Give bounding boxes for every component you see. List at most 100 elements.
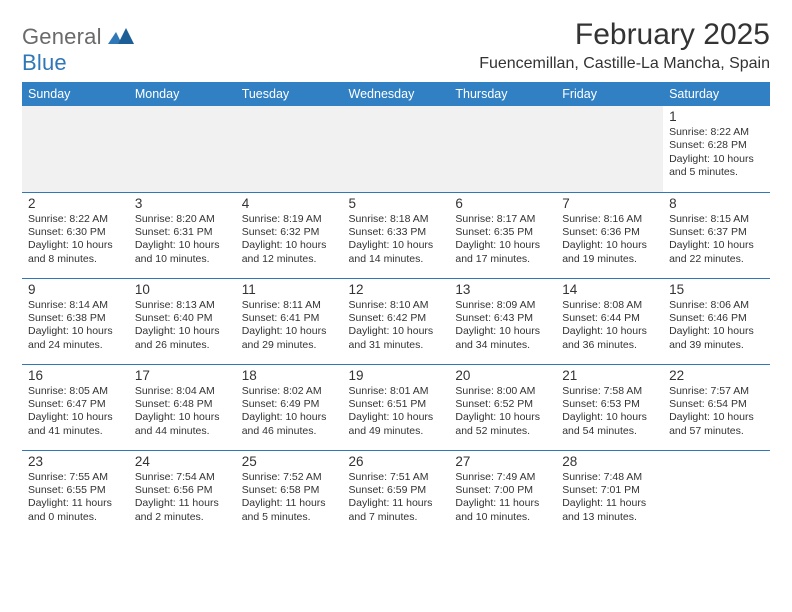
calendar-page: General Blue February 2025 Fuencemillan,… bbox=[0, 0, 792, 546]
logo-word-1: General bbox=[22, 24, 102, 49]
day-header: Saturday bbox=[663, 82, 770, 106]
sunset-line: Sunset: 6:53 PM bbox=[562, 398, 657, 411]
daylight-line: Daylight: 11 hours and 10 minutes. bbox=[455, 497, 550, 524]
sunset-line: Sunset: 6:41 PM bbox=[242, 312, 337, 325]
sunset-line: Sunset: 6:44 PM bbox=[562, 312, 657, 325]
logo-word-2: Blue bbox=[22, 50, 67, 75]
daylight-line: Daylight: 11 hours and 2 minutes. bbox=[135, 497, 230, 524]
day-info: Sunrise: 7:51 AMSunset: 6:59 PMDaylight:… bbox=[349, 471, 444, 525]
calendar-week-row: 9Sunrise: 8:14 AMSunset: 6:38 PMDaylight… bbox=[22, 278, 770, 364]
day-number: 23 bbox=[28, 454, 123, 469]
sunset-line: Sunset: 7:01 PM bbox=[562, 484, 657, 497]
calendar-day-cell: 24 Sunrise: 7:54 AMSunset: 6:56 PMDayligh… bbox=[129, 450, 236, 536]
day-info: Sunrise: 8:16 AMSunset: 6:36 PMDaylight:… bbox=[562, 213, 657, 267]
daylight-line: Daylight: 10 hours and 52 minutes. bbox=[455, 411, 550, 438]
day-number: 24 bbox=[135, 454, 230, 469]
daylight-line: Daylight: 10 hours and 29 minutes. bbox=[242, 325, 337, 352]
sunset-line: Sunset: 6:37 PM bbox=[669, 226, 764, 239]
daylight-line: Daylight: 10 hours and 49 minutes. bbox=[349, 411, 444, 438]
day-header: Sunday bbox=[22, 82, 129, 106]
sunrise-line: Sunrise: 8:04 AM bbox=[135, 385, 230, 398]
calendar-day-cell: 13 Sunrise: 8:09 AMSunset: 6:43 PMDayligh… bbox=[449, 278, 556, 364]
sunrise-line: Sunrise: 7:48 AM bbox=[562, 471, 657, 484]
day-info: Sunrise: 8:11 AMSunset: 6:41 PMDaylight:… bbox=[242, 299, 337, 353]
day-number: 13 bbox=[455, 282, 550, 297]
daylight-line: Daylight: 10 hours and 39 minutes. bbox=[669, 325, 764, 352]
daylight-line: Daylight: 10 hours and 24 minutes. bbox=[28, 325, 123, 352]
daylight-line: Daylight: 10 hours and 22 minutes. bbox=[669, 239, 764, 266]
calendar-day-cell: 5Sunrise: 8:18 AMSunset: 6:33 PMDaylight… bbox=[343, 192, 450, 278]
sunset-line: Sunset: 6:38 PM bbox=[28, 312, 123, 325]
daylight-line: Daylight: 10 hours and 8 minutes. bbox=[28, 239, 123, 266]
day-number: 11 bbox=[242, 282, 337, 297]
day-info: Sunrise: 8:09 AMSunset: 6:43 PMDaylight:… bbox=[455, 299, 550, 353]
calendar-day-cell: 27Sunrise: 7:49 AMSunset: 7:00 PMDayligh… bbox=[449, 450, 556, 536]
daylight-line: Daylight: 11 hours and 7 minutes. bbox=[349, 497, 444, 524]
day-number: 15 bbox=[669, 282, 764, 297]
calendar-day-cell: 3Sunrise: 8:20 AMSunset: 6:31 PMDaylight… bbox=[129, 192, 236, 278]
sunset-line: Sunset: 7:00 PM bbox=[455, 484, 550, 497]
sunset-line: Sunset: 6:58 PM bbox=[242, 484, 337, 497]
sunset-line: Sunset: 6:33 PM bbox=[349, 226, 444, 239]
day-number: 16 bbox=[28, 368, 123, 383]
calendar-table: Sunday Monday Tuesday Wednesday Thursday… bbox=[22, 82, 770, 536]
sunset-line: Sunset: 6:30 PM bbox=[28, 226, 123, 239]
calendar-day-cell: 28Sunrise: 7:48 AMSunset: 7:01 PMDayligh… bbox=[556, 450, 663, 536]
sunrise-line: Sunrise: 7:58 AM bbox=[562, 385, 657, 398]
sunset-line: Sunset: 6:55 PM bbox=[28, 484, 123, 497]
day-info: Sunrise: 8:15 AMSunset: 6:37 PMDaylight:… bbox=[669, 213, 764, 267]
day-info: Sunrise: 8:19 AMSunset: 6:32 PMDaylight:… bbox=[242, 213, 337, 267]
calendar-day-cell: 20Sunrise: 8:00 AMSunset: 6:52 PMDayligh… bbox=[449, 364, 556, 450]
sunset-line: Sunset: 6:35 PM bbox=[455, 226, 550, 239]
calendar-day-cell: 12Sunrise: 8:10 AMSunset: 6:42 PMDayligh… bbox=[343, 278, 450, 364]
day-info: Sunrise: 7:55 AMSunset: 6:55 PMDaylight:… bbox=[28, 471, 123, 525]
day-info: Sunrise: 8:14 AMSunset: 6:38 PMDaylight:… bbox=[28, 299, 123, 353]
day-number: 9 bbox=[28, 282, 123, 297]
sunrise-line: Sunrise: 8:16 AM bbox=[562, 213, 657, 226]
calendar-day-cell: 23 Sunrise: 7:55 AMSunset: 6:55 PMDayligh… bbox=[22, 450, 129, 536]
calendar-week-row: 1Sunrise: 8:22 AMSunset: 6:28 PMDaylight… bbox=[22, 106, 770, 192]
sunrise-line: Sunrise: 7:49 AM bbox=[455, 471, 550, 484]
sunrise-line: Sunrise: 7:51 AM bbox=[349, 471, 444, 484]
calendar-day-cell: 7Sunrise: 8:16 AMSunset: 6:36 PMDaylight… bbox=[556, 192, 663, 278]
day-number: 8 bbox=[669, 196, 764, 211]
calendar-week-row: 23 Sunrise: 7:55 AMSunset: 6:55 PMDayligh… bbox=[22, 450, 770, 536]
day-info: Sunrise: 8:10 AMSunset: 6:42 PMDaylight:… bbox=[349, 299, 444, 353]
day-number: 5 bbox=[349, 196, 444, 211]
day-info: Sunrise: 8:01 AMSunset: 6:51 PMDaylight:… bbox=[349, 385, 444, 439]
calendar-day-cell: 1Sunrise: 8:22 AMSunset: 6:28 PMDaylight… bbox=[663, 106, 770, 192]
sunset-line: Sunset: 6:54 PM bbox=[669, 398, 764, 411]
daylight-line: Daylight: 10 hours and 44 minutes. bbox=[135, 411, 230, 438]
sunrise-line: Sunrise: 8:14 AM bbox=[28, 299, 123, 312]
calendar-day-cell: 2Sunrise: 8:22 AMSunset: 6:30 PMDaylight… bbox=[22, 192, 129, 278]
daylight-line: Daylight: 10 hours and 57 minutes. bbox=[669, 411, 764, 438]
day-number: 26 bbox=[349, 454, 444, 469]
sunrise-line: Sunrise: 7:57 AM bbox=[669, 385, 764, 398]
sunrise-line: Sunrise: 8:05 AM bbox=[28, 385, 123, 398]
day-number: 25 bbox=[242, 454, 337, 469]
daylight-line: Daylight: 10 hours and 12 minutes. bbox=[242, 239, 337, 266]
daylight-line: Daylight: 10 hours and 41 minutes. bbox=[28, 411, 123, 438]
day-header: Monday bbox=[129, 82, 236, 106]
month-title: February 2025 bbox=[479, 18, 770, 52]
day-info: Sunrise: 8:13 AMSunset: 6:40 PMDaylight:… bbox=[135, 299, 230, 353]
sunrise-line: Sunrise: 8:19 AM bbox=[242, 213, 337, 226]
day-info: Sunrise: 7:52 AMSunset: 6:58 PMDaylight:… bbox=[242, 471, 337, 525]
calendar-day-cell: 14Sunrise: 8:08 AMSunset: 6:44 PMDayligh… bbox=[556, 278, 663, 364]
calendar-day-cell: 21Sunrise: 7:58 AMSunset: 6:53 PMDayligh… bbox=[556, 364, 663, 450]
day-info: Sunrise: 7:49 AMSunset: 7:00 PMDaylight:… bbox=[455, 471, 550, 525]
daylight-line: Daylight: 10 hours and 36 minutes. bbox=[562, 325, 657, 352]
sunrise-line: Sunrise: 8:06 AM bbox=[669, 299, 764, 312]
sunset-line: Sunset: 6:48 PM bbox=[135, 398, 230, 411]
day-number: 18 bbox=[242, 368, 337, 383]
title-block: February 2025 Fuencemillan, Castille-La … bbox=[479, 18, 770, 73]
day-number: 28 bbox=[562, 454, 657, 469]
daylight-line: Daylight: 10 hours and 46 minutes. bbox=[242, 411, 337, 438]
day-info: Sunrise: 7:54 AMSunset: 6:56 PMDaylight:… bbox=[135, 471, 230, 525]
calendar-empty-cell bbox=[129, 106, 236, 192]
day-number: 6 bbox=[455, 196, 550, 211]
sunrise-line: Sunrise: 8:13 AM bbox=[135, 299, 230, 312]
daylight-line: Daylight: 10 hours and 26 minutes. bbox=[135, 325, 230, 352]
sunrise-line: Sunrise: 7:54 AM bbox=[135, 471, 230, 484]
calendar-day-cell: 10Sunrise: 8:13 AMSunset: 6:40 PMDayligh… bbox=[129, 278, 236, 364]
